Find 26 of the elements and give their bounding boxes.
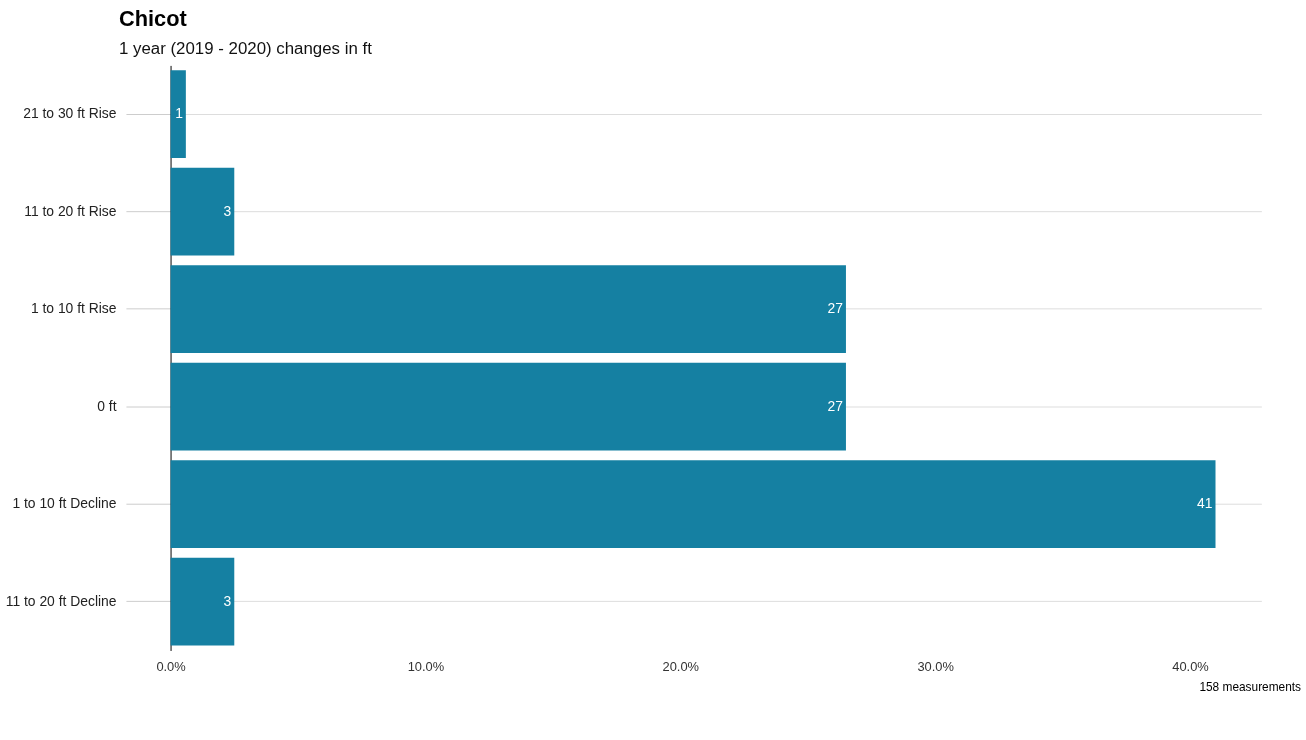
chart-title: Chicot: [119, 5, 187, 31]
y-tick-label: 11 to 20 ft Rise: [24, 202, 117, 219]
data-label: 3: [223, 592, 232, 609]
data-label: 41: [1197, 495, 1213, 512]
chart-subtitle: 1 year (2019 - 2020) changes in ft: [119, 38, 373, 58]
y-tick-label: 11 to 20 ft Decline: [5, 592, 117, 609]
bar: [170, 557, 235, 646]
x-tick-label: 10.0%: [407, 658, 445, 674]
bar: [170, 70, 186, 159]
bar: [170, 362, 846, 451]
bar: [170, 460, 1216, 549]
data-label: 27: [827, 397, 844, 414]
data-label: 3: [223, 202, 232, 219]
x-tick-label: 40.0%: [1172, 658, 1209, 674]
data-label: 1: [175, 105, 184, 122]
y-tick-label: 1 to 10 ft Decline: [12, 495, 117, 512]
x-tick-label: 30.0%: [917, 658, 954, 674]
y-tick-label: 1 to 10 ft Rise: [30, 300, 117, 317]
x-tick-label: 0.0%: [156, 658, 186, 674]
data-label: 27: [827, 300, 844, 317]
y-tick-label: 0 ft: [97, 397, 117, 414]
bar: [170, 265, 846, 354]
x-tick-label: 20.0%: [662, 658, 700, 674]
y-tick-label: 21 to 30 ft Rise: [23, 105, 117, 122]
text: 158 measurements: [1199, 680, 1302, 695]
bar: [170, 167, 235, 256]
